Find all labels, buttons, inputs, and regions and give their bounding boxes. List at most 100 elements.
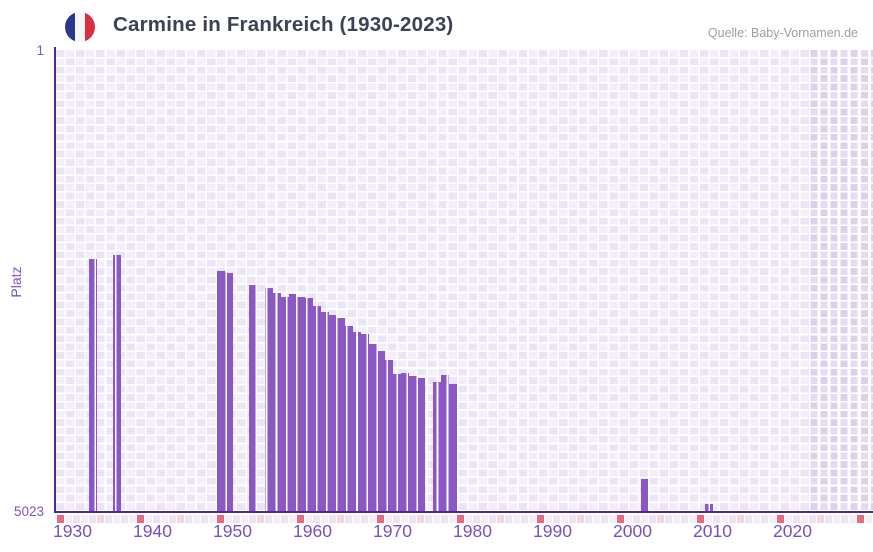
x-axis-line [53,511,873,514]
strip-cell [168,515,176,523]
strip-cell [120,515,128,523]
strip-marker-red [616,515,624,523]
tick-strip [56,515,873,523]
x-tick-1950: 1950 [213,521,252,541]
strip-cell [488,515,496,523]
strip-cell [192,515,200,523]
bar-1963[interactable] [336,317,345,512]
strip-cell [464,515,472,523]
strip-cell [280,515,288,523]
strip-cell [64,515,72,523]
strip-cell [264,515,272,523]
bar-1935[interactable] [112,254,121,512]
strip-marker-pink [816,515,824,523]
strip-cell [288,515,296,523]
bar-1955[interactable] [272,292,281,512]
strip-marker-red [296,515,304,523]
bar-1960[interactable] [312,305,321,512]
france-flag-icon [65,12,95,42]
strip-cell [384,515,392,523]
strip-cell [392,515,400,523]
strip-cell [128,515,136,523]
bar-1962[interactable] [328,314,337,512]
strip-cell [208,515,216,523]
strip-cell [72,515,80,523]
strip-cell [152,515,160,523]
strip-cell [632,515,640,523]
bar-1949[interactable] [224,273,233,512]
bar-1956[interactable] [280,297,289,512]
bar-1970[interactable] [392,374,401,512]
strip-cell [232,515,240,523]
bar-1954[interactable] [264,287,273,512]
strip-cell [832,515,840,523]
strip-marker-pink [576,515,584,523]
chart-title: Carmine in Frankreich (1930-2023) [113,13,454,36]
strip-cell [304,515,312,523]
strip-cell [160,515,168,523]
strip-cell [552,515,560,523]
strip-cell [568,515,576,523]
x-tick-1930: 1930 [53,521,92,541]
strip-cell [584,515,592,523]
bar-1977[interactable] [448,384,457,512]
strip-marker-pink [96,515,104,523]
strip-cell [768,515,776,523]
strip-cell [424,515,432,523]
bar-1968[interactable] [376,351,385,512]
bar-1958[interactable] [296,297,305,512]
strip-cell [480,515,488,523]
bar-1964[interactable] [344,325,353,512]
bar-1975[interactable] [432,382,441,512]
bar-1932[interactable] [88,258,97,512]
strip-cell [808,515,816,523]
x-tick-1990: 1990 [533,521,572,541]
bar-1957[interactable] [288,294,297,512]
strip-cell [320,515,328,523]
strip-marker-red [856,515,864,523]
bar-1971[interactable] [400,372,409,512]
strip-cell [664,515,672,523]
x-tick-1980: 1980 [453,521,492,541]
bar-1952[interactable] [248,284,257,512]
bar-1969[interactable] [384,360,393,512]
strip-cell [248,515,256,523]
strip-cell [704,515,712,523]
bar-1976[interactable] [440,375,449,512]
bar-1973[interactable] [416,378,425,512]
bar-1966[interactable] [360,333,369,512]
source-note: Quelle: Baby-Vornamen.de [707,26,858,40]
strip-cell [352,515,360,523]
strip-cell [344,515,352,523]
y-axis-line [53,47,56,513]
strip-cell [528,515,536,523]
bar-1959[interactable] [304,298,313,512]
strip-cell [272,515,280,523]
bar-1948[interactable] [216,271,225,512]
bar-1972[interactable] [408,376,417,512]
strip-cell [560,515,568,523]
bar-1961[interactable] [320,311,329,512]
flag-red-stripe [85,12,95,42]
strip-cell [504,515,512,523]
flag-blue-stripe [65,12,75,42]
strip-cell [712,515,720,523]
strip-cell [848,515,856,523]
bar-1965[interactable] [352,332,361,512]
x-tick-1960: 1960 [293,521,332,541]
bar-1967[interactable] [368,344,377,512]
strip-cell [440,515,448,523]
strip-cell [240,515,248,523]
strip-cell [544,515,552,523]
bar-2001[interactable] [640,478,649,512]
strip-cell [520,515,528,523]
strip-cell [824,515,832,523]
strip-cell [184,515,192,523]
strip-cell [200,515,208,523]
strip-marker-red [56,515,64,523]
strip-cell [88,515,96,523]
strip-cell [688,515,696,523]
y-axis-tick-top: 1 [36,43,44,58]
strip-cell [608,515,616,523]
